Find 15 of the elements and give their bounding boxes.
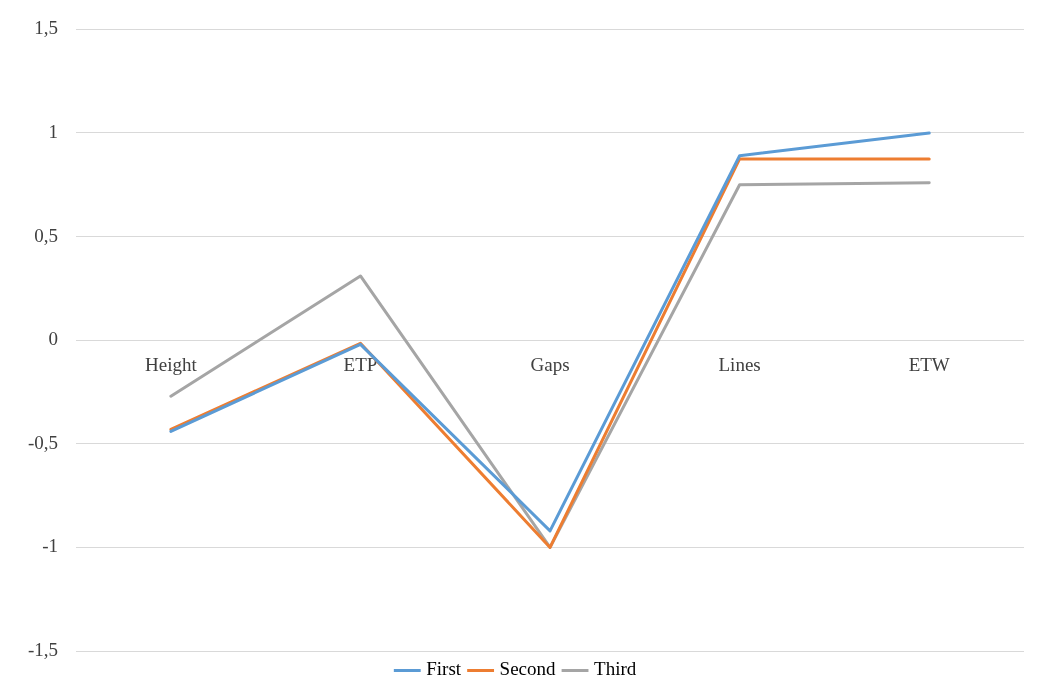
x-tick-label: ETW [908,353,950,375]
x-tick-label: Height [145,353,198,375]
y-tick-label: 0,5 [34,224,59,246]
y-tick-label: -1 [42,535,59,557]
x-tick-label: ETP [343,353,378,375]
x-tick-label: Gaps [530,353,570,375]
legend-label: First [426,658,462,680]
y-tick-label: 1 [48,120,59,142]
y-tick-label: -0,5 [28,431,59,453]
y-tick-label: -1,5 [28,638,59,660]
y-tick-label: 0 [48,328,59,350]
x-tick-label: Lines [718,353,761,375]
legend-label: Third [594,658,637,680]
legend-label: Second [499,658,557,680]
y-tick-label: 1,5 [34,17,59,39]
